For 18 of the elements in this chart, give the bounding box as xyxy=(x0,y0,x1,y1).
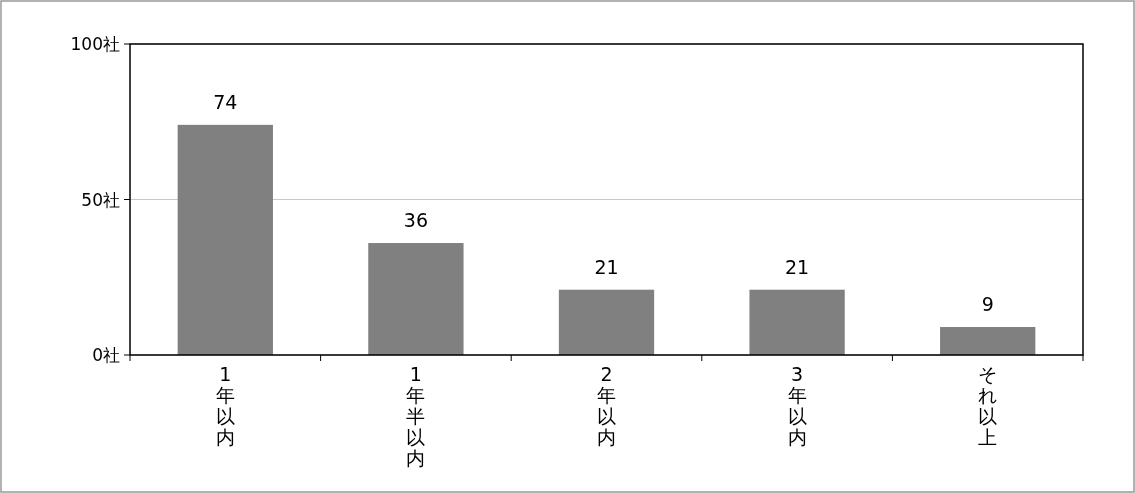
y-tick-label: 100社 xyxy=(70,34,120,54)
data-label: 21 xyxy=(785,255,810,278)
bar xyxy=(177,124,273,355)
x-tick-label: 2年以内 xyxy=(597,363,616,448)
data-label: 74 xyxy=(213,90,238,113)
x-tick-label: 1年半以内 xyxy=(406,363,426,469)
x-tick-label: それ以上 xyxy=(978,363,998,448)
x-tick-label: 1年以内 xyxy=(215,363,235,448)
data-label: 21 xyxy=(594,255,619,278)
bar xyxy=(749,289,845,355)
data-label: 9 xyxy=(981,293,994,316)
y-tick-label: 0社 xyxy=(92,345,120,365)
y-tick-label: 50社 xyxy=(81,189,120,210)
bar xyxy=(940,327,1036,355)
bar xyxy=(558,289,655,355)
bar xyxy=(368,243,464,355)
x-tick-label: 3年以内 xyxy=(787,363,807,448)
data-label: 36 xyxy=(403,209,428,232)
